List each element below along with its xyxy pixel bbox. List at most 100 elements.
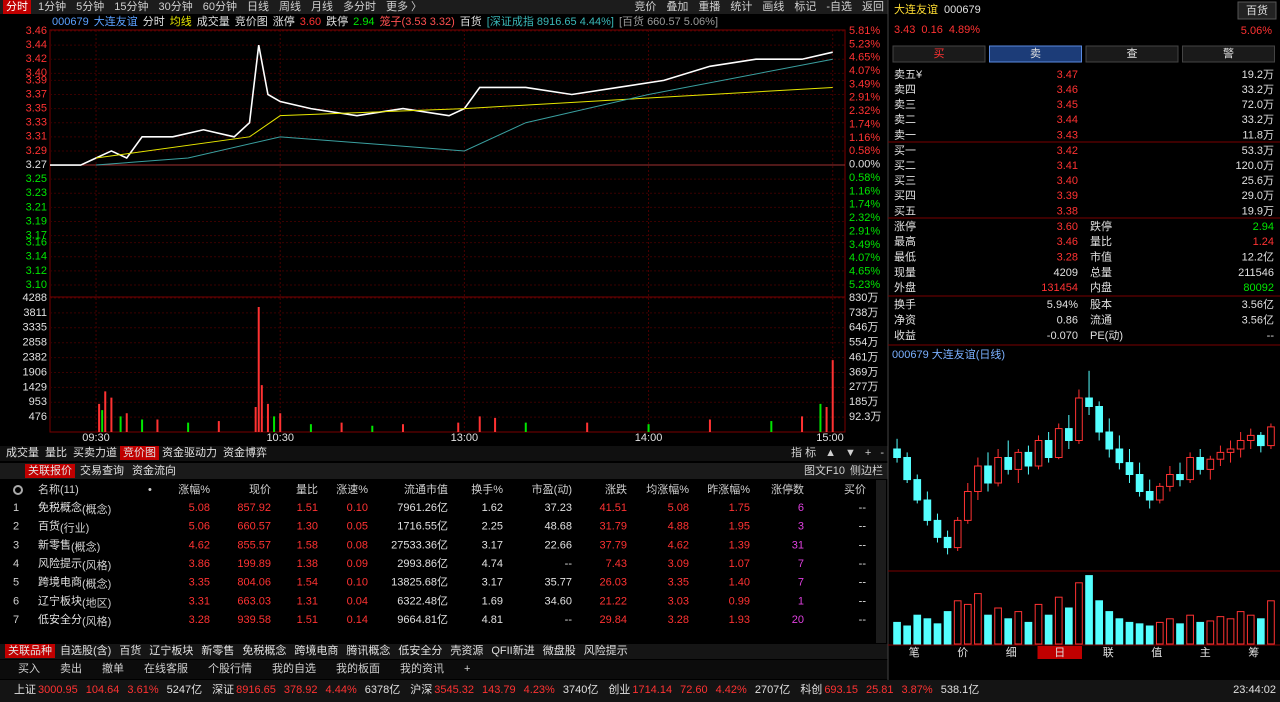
sector-tab[interactable]: 腾讯概念 bbox=[346, 643, 390, 657]
kline-volume-bar bbox=[913, 614, 922, 645]
menu-tab[interactable]: 多分时 bbox=[343, 0, 376, 13]
menu-button[interactable]: 标记 bbox=[794, 0, 816, 13]
book-volume: 19.2万 bbox=[1242, 69, 1274, 81]
sector-tab[interactable]: 新零售 bbox=[201, 643, 234, 657]
toolbar-button[interactable]: 撤单 bbox=[102, 661, 124, 675]
chart-tab[interactable]: 买卖力道 bbox=[73, 445, 117, 459]
toolbar-button[interactable]: 我的资讯 bbox=[400, 661, 444, 675]
row-name[interactable]: 辽宁板块 bbox=[38, 593, 82, 607]
kline-volume-bar bbox=[903, 625, 911, 645]
kline-tab[interactable]: 细 bbox=[1006, 646, 1017, 659]
menu-button[interactable]: 竞价 bbox=[634, 0, 656, 13]
cell: 3.09 bbox=[668, 558, 689, 570]
trade-button[interactable] bbox=[1085, 45, 1179, 63]
menu-button[interactable]: 叠加 bbox=[666, 0, 688, 13]
row-tag: (概念) bbox=[82, 502, 111, 516]
menu-tab[interactable]: 更多 〉 bbox=[386, 0, 422, 13]
kline-tab[interactable]: 主 bbox=[1200, 646, 1211, 659]
toolbar-button[interactable]: 个股行情 bbox=[208, 662, 252, 675]
chart-tab[interactable]: 资金博弈 bbox=[223, 445, 267, 459]
sector-tab[interactable]: 跨境电商 bbox=[294, 643, 338, 657]
candle-body bbox=[1145, 491, 1154, 501]
toolbar-button[interactable]: 我的自选 bbox=[272, 661, 316, 675]
trade-button[interactable] bbox=[989, 45, 1082, 63]
chart-tool[interactable]: ▼ bbox=[845, 447, 856, 459]
chart-tool[interactable]: ▲ bbox=[825, 447, 836, 459]
row-name[interactable]: 新零售 bbox=[38, 537, 71, 551]
kline-tab[interactable]: 价 bbox=[957, 646, 968, 659]
table-tab[interactable]: 交易查询 bbox=[80, 463, 124, 477]
y2-tick-label: 1.74% bbox=[849, 199, 880, 211]
menu-tab[interactable]: 分时 bbox=[6, 0, 28, 13]
toolbar-button[interactable]: 我的板面 bbox=[336, 661, 380, 675]
toolbar-button[interactable]: 买入 bbox=[18, 662, 40, 675]
trade-button[interactable] bbox=[892, 45, 986, 63]
table-link[interactable]: 侧边栏 bbox=[850, 463, 883, 477]
table-link[interactable]: 图文F10 bbox=[804, 463, 845, 477]
y2-tick-label: 5.23% bbox=[849, 38, 880, 50]
toolbar-button[interactable]: 卖出 bbox=[60, 661, 82, 675]
sector-tab[interactable]: 百货 bbox=[119, 643, 141, 657]
toolbar-button[interactable]: 在线客服 bbox=[144, 661, 188, 675]
vol-y2-tick-label: 369万 bbox=[849, 366, 878, 378]
row-name[interactable]: 风险提示 bbox=[38, 556, 82, 570]
trade-button-label[interactable]: 查 bbox=[1127, 46, 1138, 60]
index-value: 4.42% bbox=[716, 684, 747, 696]
sector-tab[interactable]: 免税概念 bbox=[242, 643, 286, 657]
row-name[interactable]: 百货 bbox=[38, 519, 60, 533]
kline-tab[interactable]: 日 bbox=[1054, 647, 1065, 659]
kline-tab[interactable]: 筹 bbox=[1248, 645, 1259, 659]
chart-tab[interactable]: 资金驱动力 bbox=[162, 445, 217, 459]
menu-tab[interactable]: 日线 bbox=[247, 0, 269, 13]
row-name[interactable]: 低安全分 bbox=[38, 612, 82, 626]
menu-tab[interactable]: 15分钟 bbox=[114, 0, 148, 13]
menu-button[interactable]: 画线 bbox=[762, 0, 784, 13]
kline-tab[interactable]: 值 bbox=[1151, 646, 1162, 659]
candle-body bbox=[933, 519, 942, 538]
sector-tab[interactable]: 低安全分 bbox=[398, 643, 442, 657]
y-tick-label: 3.17 bbox=[26, 230, 47, 242]
chart-tool[interactable]: - bbox=[880, 447, 884, 459]
sector-tab[interactable]: 风险提示 bbox=[584, 643, 628, 657]
menu-tab[interactable]: 5分钟 bbox=[76, 0, 104, 13]
chart-tab[interactable]: 量比 bbox=[45, 446, 67, 459]
sector-tab[interactable]: QFII新进 bbox=[491, 643, 534, 657]
vol-y2-tick-label: 830万 bbox=[849, 292, 878, 304]
kline-volume-bar bbox=[1044, 614, 1053, 645]
chart-tool[interactable]: 指 标 bbox=[791, 445, 816, 459]
sector-tab[interactable]: 自选股(含) bbox=[60, 643, 111, 657]
menu-button[interactable]: -自选 bbox=[826, 0, 852, 13]
trade-button[interactable] bbox=[1182, 45, 1275, 63]
menu-tab[interactable]: 月线 bbox=[311, 0, 333, 13]
scrollbar[interactable] bbox=[876, 480, 886, 643]
menu-tab[interactable]: 60分钟 bbox=[203, 0, 237, 13]
toolbar-button[interactable]: + bbox=[464, 663, 470, 675]
table-tab[interactable]: 关联报价 bbox=[28, 463, 72, 477]
menu-button[interactable]: 统计 bbox=[730, 0, 752, 13]
sector-tab[interactable]: 壳资源 bbox=[450, 643, 483, 657]
table-tab[interactable]: 资金流向 bbox=[132, 463, 176, 477]
trade-button-label[interactable]: 警 bbox=[1223, 46, 1234, 60]
chart-tab[interactable]: 成交量 bbox=[6, 445, 39, 459]
menu-button[interactable]: 重播 bbox=[698, 0, 720, 13]
kline-tab[interactable]: 笔 bbox=[909, 645, 920, 659]
kline-volume-bar bbox=[1196, 621, 1205, 645]
sector-tab[interactable]: 微盘股 bbox=[543, 643, 576, 657]
x-tick-label: 15:00 bbox=[816, 432, 844, 444]
row-name[interactable]: 免税概念 bbox=[38, 500, 82, 514]
row-name[interactable]: 跨境电商 bbox=[38, 575, 82, 589]
sector-tab[interactable]: 关联品种 bbox=[8, 643, 52, 657]
menu-tab[interactable]: 1分钟 bbox=[38, 0, 66, 13]
trade-button-label[interactable]: 卖 bbox=[1030, 47, 1041, 60]
kline-tab[interactable]: 联 bbox=[1103, 646, 1114, 659]
sector-tab[interactable]: 辽宁板块 bbox=[149, 643, 193, 657]
menu-tab[interactable]: 30分钟 bbox=[159, 0, 193, 13]
column-header: 涨停数 bbox=[771, 482, 804, 496]
book-price: 3.40 bbox=[1057, 175, 1078, 187]
trade-button-label[interactable]: 买 bbox=[934, 47, 945, 60]
chart-tab[interactable]: 竞价图 bbox=[123, 445, 156, 459]
chart-tool[interactable]: + bbox=[865, 447, 871, 459]
menu-button[interactable]: 返回 bbox=[862, 0, 884, 13]
menu-tab[interactable]: 周线 bbox=[279, 0, 301, 13]
settings-icon[interactable] bbox=[13, 485, 23, 495]
